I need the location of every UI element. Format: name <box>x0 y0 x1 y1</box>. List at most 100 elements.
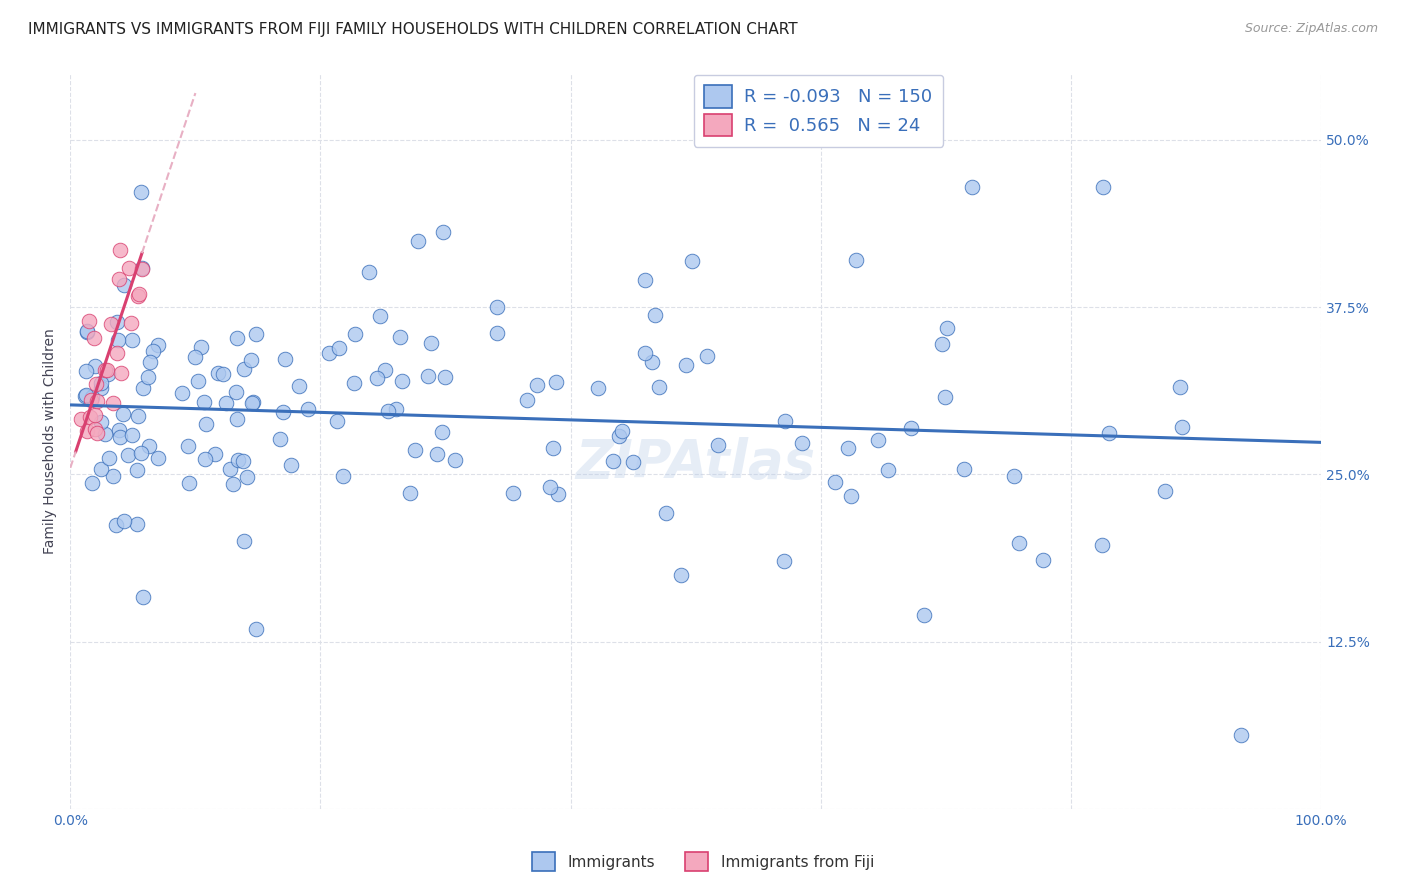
Point <box>190 340 212 354</box>
Point <box>146 451 169 466</box>
Point <box>325 414 347 428</box>
Legend: Immigrants, Immigrants from Fiji: Immigrants, Immigrants from Fiji <box>526 847 880 877</box>
Point <box>117 448 139 462</box>
Point <box>675 359 697 373</box>
Point <box>108 430 131 444</box>
Point <box>318 345 340 359</box>
Point <box>232 454 254 468</box>
Point <box>271 404 294 418</box>
Point <box>444 453 467 467</box>
Point <box>546 376 568 390</box>
Point <box>84 376 107 391</box>
Text: ZIPAtlas: ZIPAtlas <box>575 437 815 489</box>
Point <box>127 288 149 302</box>
Point <box>80 393 103 408</box>
Point <box>824 475 846 489</box>
Point <box>845 253 868 268</box>
Point <box>388 330 411 344</box>
Point <box>221 477 243 491</box>
Point <box>79 410 101 425</box>
Point <box>1008 536 1031 550</box>
Point <box>621 455 644 469</box>
Point <box>274 352 297 367</box>
Point <box>486 301 509 315</box>
Point <box>226 453 249 467</box>
Point <box>138 355 160 369</box>
Point <box>541 441 564 455</box>
Point <box>516 393 538 408</box>
Point <box>773 554 796 568</box>
Legend: R = -0.093   N = 150, R =  0.565   N = 24: R = -0.093 N = 150, R = 0.565 N = 24 <box>693 75 943 146</box>
Point <box>426 447 449 461</box>
Point <box>953 462 976 476</box>
Point <box>377 403 399 417</box>
Point <box>194 417 217 431</box>
Point <box>131 262 153 277</box>
Point <box>232 362 254 376</box>
Point <box>129 445 152 459</box>
Point <box>225 411 247 425</box>
Point <box>110 366 132 380</box>
Point <box>297 401 319 416</box>
Point <box>127 409 149 423</box>
Point <box>105 315 128 329</box>
Point <box>107 333 129 347</box>
Y-axis label: Family Households with Children: Family Households with Children <box>44 328 58 554</box>
Point <box>183 351 205 365</box>
Point <box>332 468 354 483</box>
Point <box>1091 538 1114 552</box>
Point <box>105 518 128 533</box>
Point <box>94 427 117 442</box>
Point <box>1098 426 1121 441</box>
Point <box>118 261 141 276</box>
Point <box>219 461 242 475</box>
Point <box>502 486 524 500</box>
Point <box>245 622 267 636</box>
Point <box>1032 553 1054 567</box>
Point <box>288 379 311 393</box>
Point <box>125 463 148 477</box>
Point <box>242 395 264 409</box>
Point <box>136 370 159 384</box>
Point <box>98 450 121 465</box>
Point <box>328 342 350 356</box>
Point <box>935 320 957 334</box>
Point <box>1230 729 1253 743</box>
Point <box>132 381 155 395</box>
Point <box>101 469 124 483</box>
Point <box>225 331 247 345</box>
Point <box>125 516 148 531</box>
Point <box>225 384 247 399</box>
Point <box>644 308 666 322</box>
Point <box>86 393 108 408</box>
Point <box>131 185 153 199</box>
Point <box>1170 380 1192 394</box>
Point <box>280 458 302 473</box>
Point <box>75 389 97 403</box>
Point <box>138 440 160 454</box>
Point <box>432 225 454 239</box>
Point <box>239 353 262 368</box>
Point <box>100 317 122 331</box>
Point <box>121 428 143 442</box>
Point <box>204 447 226 461</box>
Point <box>170 385 193 400</box>
Point <box>634 273 657 287</box>
Point <box>132 591 155 605</box>
Point <box>640 355 662 369</box>
Point <box>839 489 862 503</box>
Point <box>84 409 107 423</box>
Point <box>1170 420 1192 434</box>
Point <box>76 324 98 338</box>
Point <box>83 331 105 345</box>
Point <box>232 533 254 548</box>
Point <box>538 480 561 494</box>
Point <box>837 442 859 456</box>
Point <box>235 470 257 484</box>
Point <box>485 326 508 341</box>
Point <box>912 607 935 622</box>
Point <box>792 436 814 450</box>
Point <box>405 442 427 457</box>
Point <box>647 379 669 393</box>
Point <box>97 368 120 382</box>
